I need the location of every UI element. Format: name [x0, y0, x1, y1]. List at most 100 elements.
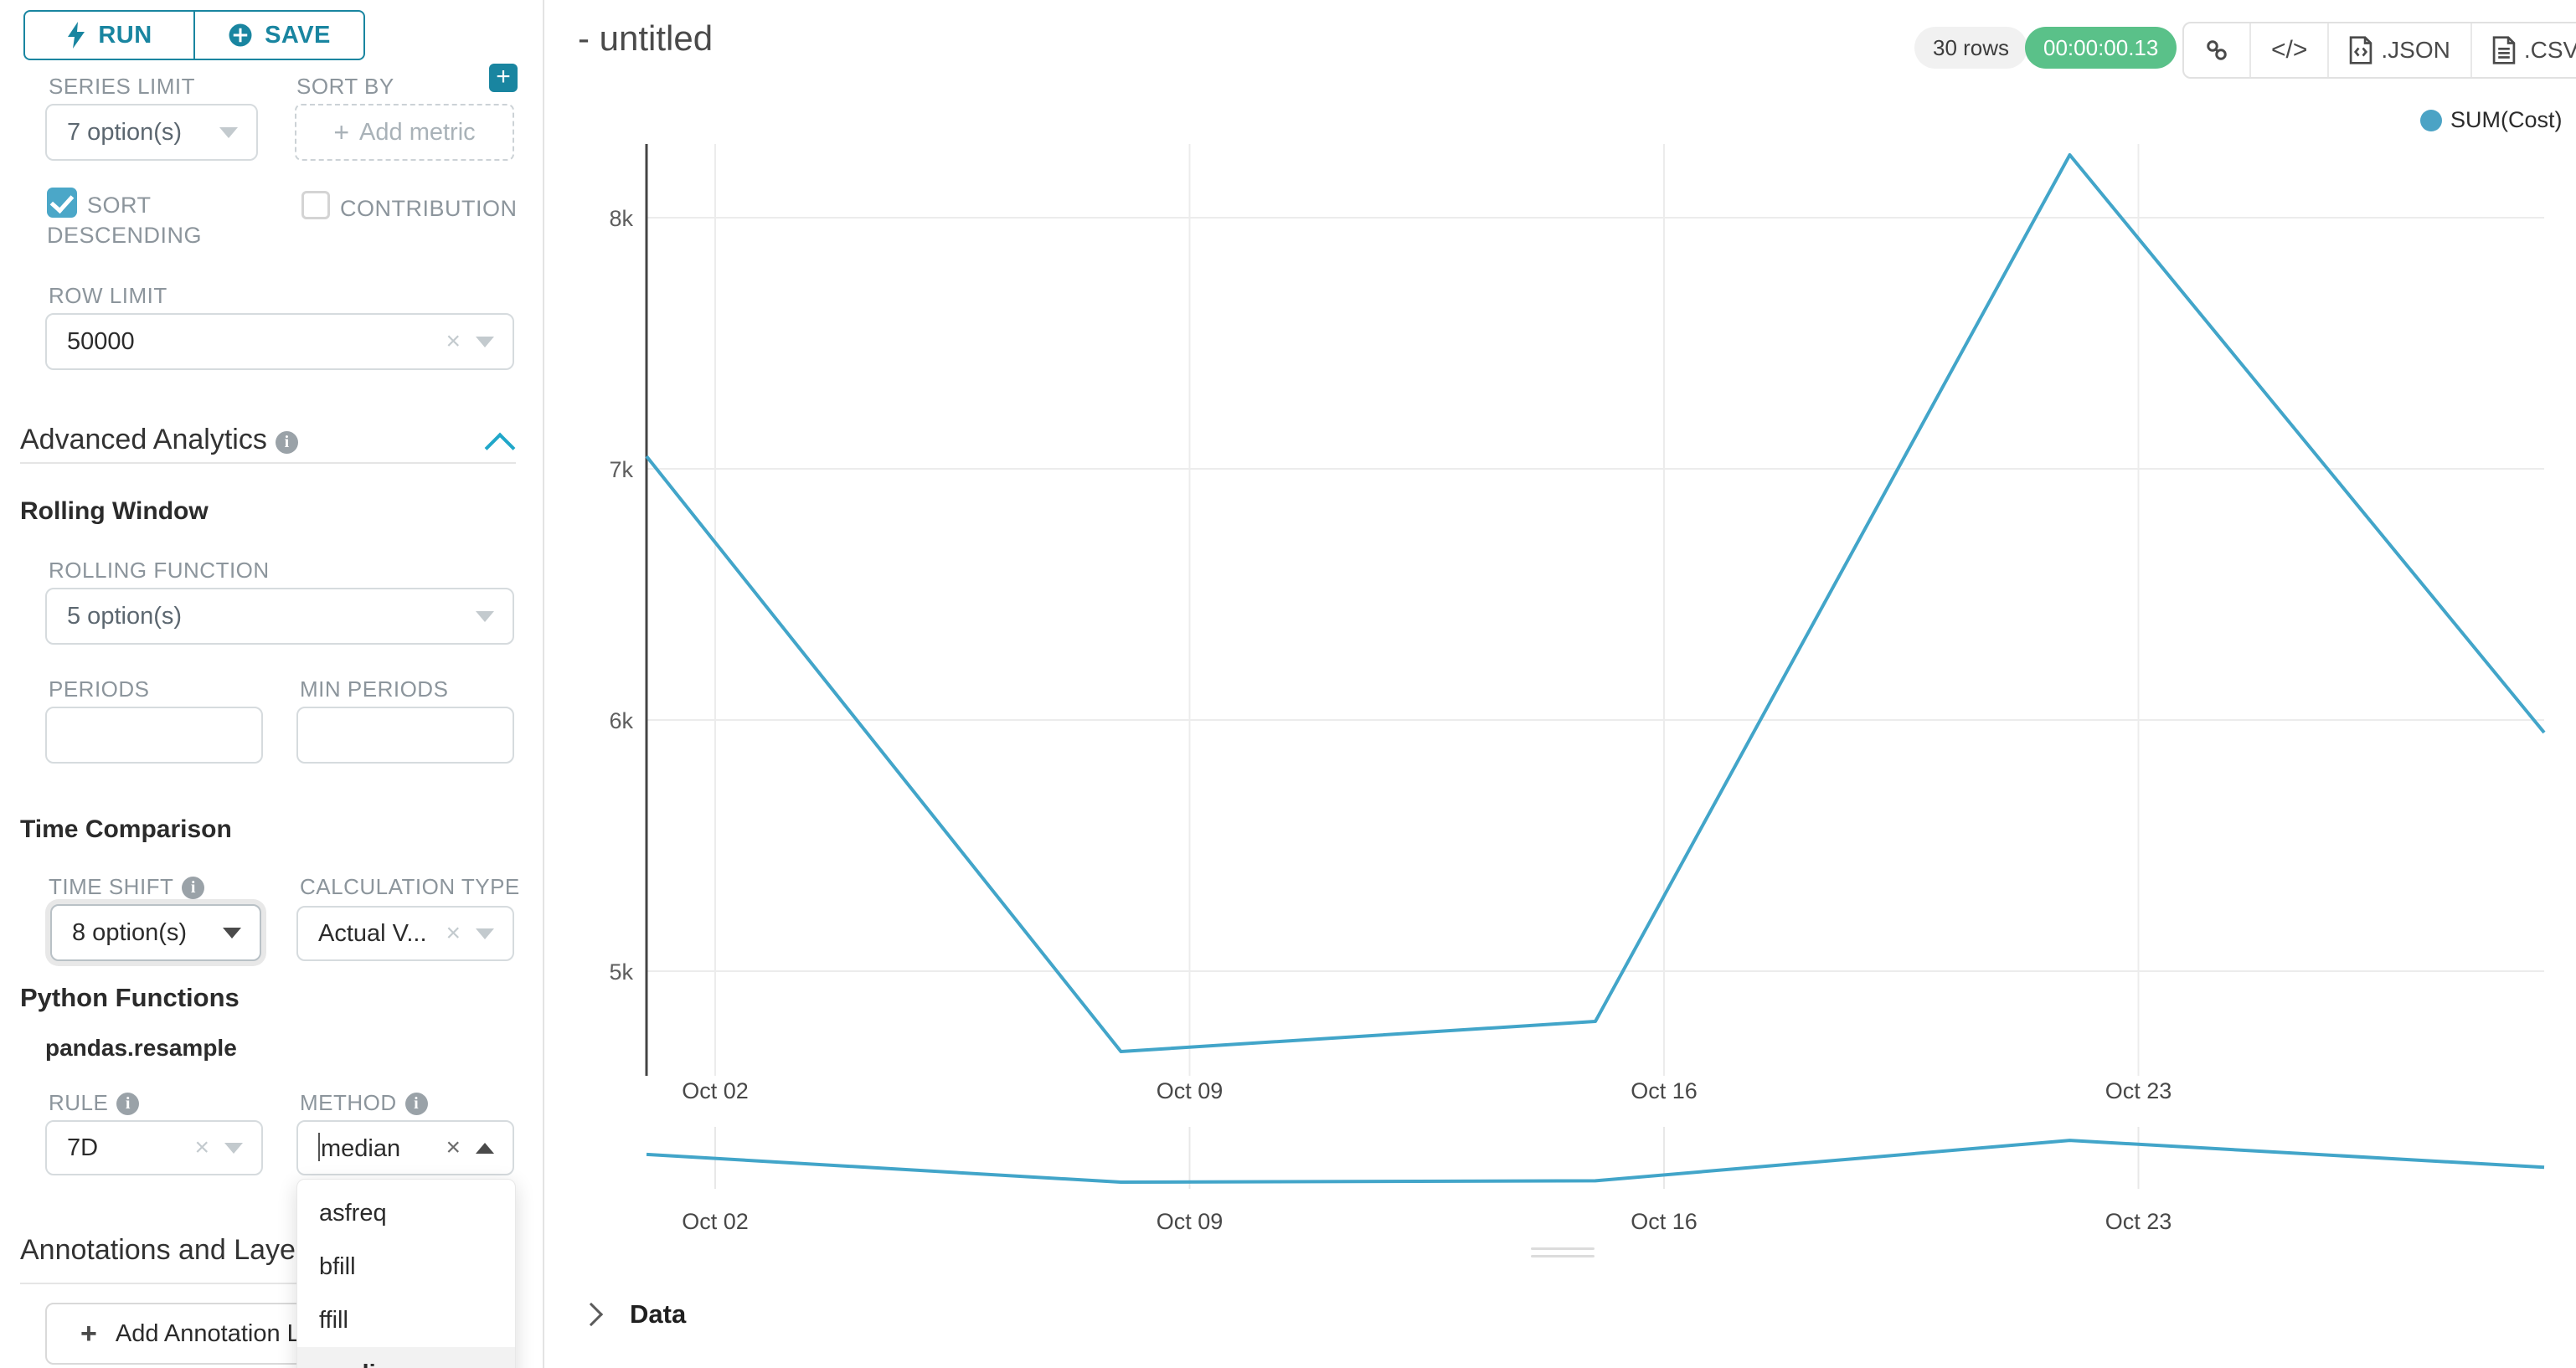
line-chart[interactable]: 5k 6k 7k 8k Oct 02 Oct 09 Oct 16 Oct 23 Oct 02 Oc…: [544, 0, 2576, 1368]
code-icon: </>: [2271, 36, 2308, 64]
contribution-checkbox[interactable]: [301, 191, 330, 219]
file-code-icon: [2350, 36, 2372, 64]
method-option-asfreq[interactable]: asfreq: [319, 1199, 387, 1227]
x-axis-tick-label: Oct 02: [682, 1078, 749, 1103]
chevron-down-icon: [223, 927, 241, 939]
method-select-open[interactable]: median ×: [296, 1120, 514, 1175]
method-option-median[interactable]: median: [297, 1347, 515, 1368]
method-input-value: median: [298, 1133, 446, 1163]
method-option-ffill[interactable]: ffill: [319, 1306, 348, 1334]
rolling-window-title: Rolling Window: [20, 497, 209, 525]
method-option-bfill[interactable]: bfill: [319, 1252, 356, 1280]
chart-title[interactable]: - untitled: [578, 18, 714, 58]
panel-resize-handle[interactable]: [1531, 1247, 1595, 1263]
periods-input[interactable]: [45, 707, 263, 764]
export-json-button[interactable]: .JSON: [2327, 23, 2470, 77]
legend-label: SUM(Cost): [2450, 107, 2563, 132]
pandas-resample-title: pandas.resample: [45, 1035, 237, 1061]
chevron-down-icon: [224, 1142, 243, 1154]
section-divider: [20, 462, 516, 464]
run-button[interactable]: RUN: [25, 12, 193, 59]
y-axis-tick-label: 5k: [609, 959, 633, 985]
plus-icon: +: [333, 116, 350, 147]
row-limit-value: 50000: [67, 327, 135, 355]
sort-descending-checkbox[interactable]: [47, 188, 77, 218]
copy-link-button[interactable]: [2184, 23, 2249, 77]
run-save-button-group: RUN SAVE: [23, 10, 365, 60]
row-count-badge: 30 rows: [1914, 27, 2028, 69]
embed-code-button[interactable]: </>: [2249, 23, 2327, 77]
legend-dot-icon: [2420, 109, 2442, 131]
add-sort-metric-button[interactable]: +: [489, 64, 518, 92]
sort-by-add-metric[interactable]: + Add metric: [295, 104, 514, 161]
y-axis-tick-label: 8k: [609, 206, 633, 231]
rule-label: RULE i: [49, 1090, 140, 1116]
data-panel-toggle[interactable]: Data: [579, 1299, 687, 1329]
save-button-label: SAVE: [265, 21, 331, 49]
x-axis-tick-label: Oct 23: [2105, 1078, 2172, 1103]
clear-icon[interactable]: ×: [446, 919, 461, 947]
x-axis-tick-label: Oct 09: [1157, 1078, 1224, 1103]
rolling-function-select[interactable]: 5 option(s): [45, 588, 514, 645]
calculation-type-label: CALCULATION TYPE: [300, 874, 520, 899]
legend-item-sum-cost[interactable]: SUM(Cost): [2420, 107, 2563, 133]
row-limit-label: ROW LIMIT: [49, 283, 167, 308]
min-periods-input[interactable]: [296, 707, 514, 764]
csv-button-label: .CSV: [2523, 37, 2576, 63]
mini-x-tick-label: Oct 16: [1631, 1209, 1698, 1234]
info-icon: i: [116, 1093, 140, 1115]
rule-value: 7D: [67, 1134, 99, 1161]
time-shift-select[interactable]: 8 option(s): [50, 904, 261, 961]
method-dropdown-menu: asfreq bfill ffill median: [296, 1179, 516, 1368]
mini-x-tick-label: Oct 09: [1157, 1209, 1224, 1234]
chevron-down-icon: [476, 336, 494, 347]
sort-by-label: SORT BY: [296, 74, 394, 99]
clear-icon[interactable]: ×: [446, 1134, 461, 1161]
rule-select[interactable]: 7D ×: [45, 1120, 263, 1175]
series-limit-label: SERIES LIMIT: [49, 74, 196, 99]
collapse-chevron-up-icon[interactable]: [484, 432, 516, 464]
run-button-label: RUN: [98, 21, 152, 49]
info-icon: i: [182, 877, 205, 899]
mini-x-tick-label: Oct 02: [682, 1209, 749, 1234]
query-timer-badge: 00:00:00.13: [2025, 27, 2177, 69]
link-icon: [2207, 40, 2227, 60]
lightning-bolt-icon: [68, 22, 85, 49]
chart-panel: - untitled 30 rows 00:00:00.13 </> .JSON: [544, 0, 2576, 1368]
min-periods-label: MIN PERIODS: [300, 676, 449, 702]
advanced-analytics-header[interactable]: Advanced Analytics i: [20, 424, 298, 456]
y-axis-tick-label: 7k: [609, 457, 633, 482]
chevron-down-icon: [476, 610, 494, 622]
json-button-label: .JSON: [2381, 37, 2450, 63]
time-shift-value: 8 option(s): [72, 918, 188, 946]
add-metric-placeholder: Add metric: [359, 118, 476, 146]
sort-descending-label-line1: SORT: [87, 193, 152, 218]
series-limit-value: 7 option(s): [67, 118, 183, 146]
calculation-type-value: Actual V...: [318, 919, 427, 947]
clear-icon[interactable]: ×: [194, 1134, 209, 1161]
data-panel-label: Data: [630, 1299, 687, 1329]
clear-icon[interactable]: ×: [446, 327, 461, 355]
x-axis-tick-label: Oct 16: [1631, 1078, 1698, 1103]
row-limit-select[interactable]: 50000 ×: [45, 313, 514, 370]
periods-label: PERIODS: [49, 676, 150, 702]
contribution-label: CONTRIBUTION: [340, 196, 518, 221]
mini-chart-line: [646, 1139, 2545, 1185]
time-comparison-title: Time Comparison: [20, 815, 232, 843]
time-shift-label: TIME SHIFT i: [49, 874, 205, 900]
info-icon: i: [404, 1093, 428, 1115]
method-label: METHOD i: [300, 1090, 428, 1116]
plus-circle-icon: [229, 23, 252, 47]
export-csv-button[interactable]: .CSV: [2470, 23, 2576, 77]
section-divider: [20, 1283, 516, 1284]
chevron-right-icon: [579, 1302, 604, 1327]
main-chart-line: [645, 153, 2546, 1053]
rolling-function-label: ROLLING FUNCTION: [49, 558, 270, 583]
y-axis-tick-label: 6k: [609, 708, 633, 733]
chevron-down-icon: [476, 928, 494, 939]
save-button[interactable]: SAVE: [193, 12, 363, 59]
series-limit-select[interactable]: 7 option(s): [45, 104, 258, 161]
calculation-type-select[interactable]: Actual V... ×: [296, 906, 514, 961]
mini-x-tick-label: Oct 23: [2105, 1209, 2172, 1234]
